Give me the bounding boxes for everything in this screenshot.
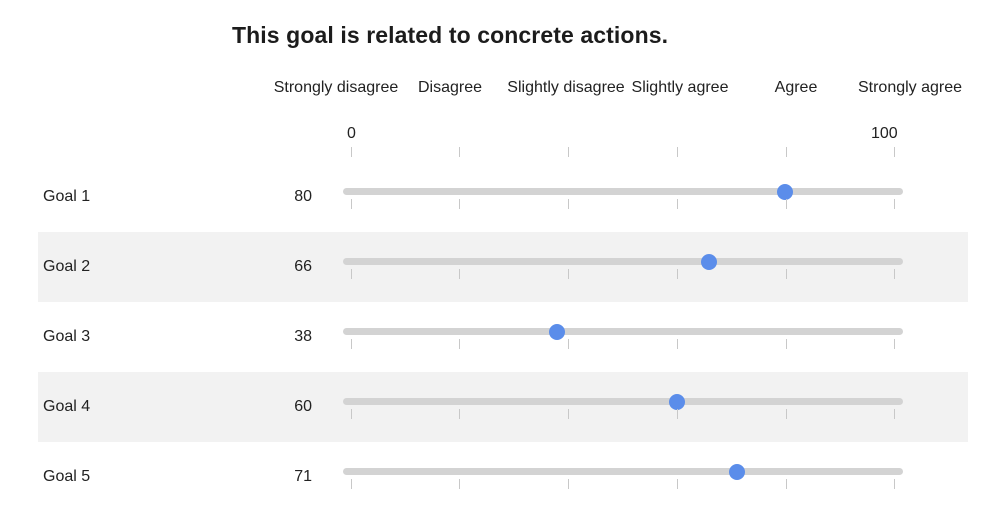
goal-row-5: Goal 5 71 bbox=[38, 442, 968, 512]
tick bbox=[786, 147, 787, 157]
tick bbox=[786, 269, 787, 279]
tick bbox=[677, 199, 678, 209]
goal-label: Goal 4 bbox=[43, 398, 91, 415]
tick bbox=[894, 269, 895, 279]
scale-max-label: 100 bbox=[871, 125, 898, 142]
tick bbox=[894, 339, 895, 349]
goal-3-slider[interactable] bbox=[343, 323, 903, 340]
tick bbox=[351, 479, 352, 489]
goal-4-slider[interactable] bbox=[343, 393, 903, 410]
goal-label: Goal 3 bbox=[43, 328, 91, 345]
tick bbox=[786, 409, 787, 419]
tick bbox=[894, 409, 895, 419]
tick bbox=[351, 199, 352, 209]
tick bbox=[677, 479, 678, 489]
tick bbox=[459, 479, 460, 489]
tick bbox=[459, 269, 460, 279]
question-title: This goal is related to concrete actions… bbox=[232, 22, 669, 48]
goal-1-ticks bbox=[351, 199, 896, 209]
tick bbox=[351, 269, 352, 279]
goal-value: 80 bbox=[294, 188, 312, 205]
tick bbox=[351, 339, 352, 349]
goal-value: 60 bbox=[294, 398, 312, 415]
goal-1-slider-thumb[interactable] bbox=[777, 183, 794, 200]
goal-label: Goal 1 bbox=[43, 188, 91, 205]
goal-5-slider-thumb[interactable] bbox=[728, 463, 745, 480]
goal-value: 71 bbox=[294, 468, 312, 485]
goal-4-slider-thumb[interactable] bbox=[668, 393, 685, 410]
scale-label-disagree: Disagree bbox=[417, 79, 483, 96]
scale-label-slightly-disagree: Slightly disagree bbox=[507, 79, 625, 96]
goal-3-slider-thumb[interactable] bbox=[549, 323, 566, 340]
goal-row-2: Goal 2 66 bbox=[38, 232, 968, 302]
tick bbox=[568, 339, 569, 349]
tick bbox=[894, 147, 895, 157]
tick bbox=[677, 409, 678, 419]
tick bbox=[351, 409, 352, 419]
goal-3-ticks bbox=[351, 339, 896, 349]
goal-value: 66 bbox=[294, 258, 312, 275]
tick bbox=[568, 199, 569, 209]
tick bbox=[568, 409, 569, 419]
tick bbox=[568, 479, 569, 489]
tick bbox=[459, 147, 460, 157]
goal-2-slider-thumb[interactable] bbox=[701, 253, 718, 270]
tick bbox=[459, 409, 460, 419]
header-ticks bbox=[351, 147, 896, 157]
tick bbox=[459, 339, 460, 349]
tick bbox=[677, 269, 678, 279]
tick bbox=[894, 479, 895, 489]
goal-1-slider[interactable] bbox=[343, 183, 903, 200]
tick bbox=[568, 269, 569, 279]
goal-4-ticks bbox=[351, 409, 896, 419]
goal-label: Goal 2 bbox=[43, 258, 91, 275]
tick bbox=[459, 199, 460, 209]
tick bbox=[786, 339, 787, 349]
scale-label-strongly-disagree: Strongly disagree bbox=[273, 79, 399, 96]
tick bbox=[568, 147, 569, 157]
scale-label-strongly-agree: Strongly agree bbox=[857, 79, 963, 96]
goal-2-ticks bbox=[351, 269, 896, 279]
goal-label: Goal 5 bbox=[43, 468, 91, 485]
goal-5-slider[interactable] bbox=[343, 463, 903, 480]
scale-label-slightly-agree: Slightly agree bbox=[631, 79, 729, 96]
scale-label-agree: Agree bbox=[774, 79, 818, 96]
goal-row-4: Goal 4 60 bbox=[38, 372, 968, 442]
goal-row-1: Goal 1 80 bbox=[38, 162, 968, 232]
goal-row-3: Goal 3 38 bbox=[38, 302, 968, 372]
tick bbox=[351, 147, 352, 157]
tick bbox=[786, 199, 787, 209]
tick bbox=[894, 199, 895, 209]
scale-min-label: 0 bbox=[347, 125, 356, 142]
tick bbox=[786, 479, 787, 489]
goal-2-slider[interactable] bbox=[343, 253, 903, 270]
goal-value: 38 bbox=[294, 328, 312, 345]
goal-5-ticks bbox=[351, 479, 896, 489]
tick bbox=[677, 147, 678, 157]
tick bbox=[677, 339, 678, 349]
